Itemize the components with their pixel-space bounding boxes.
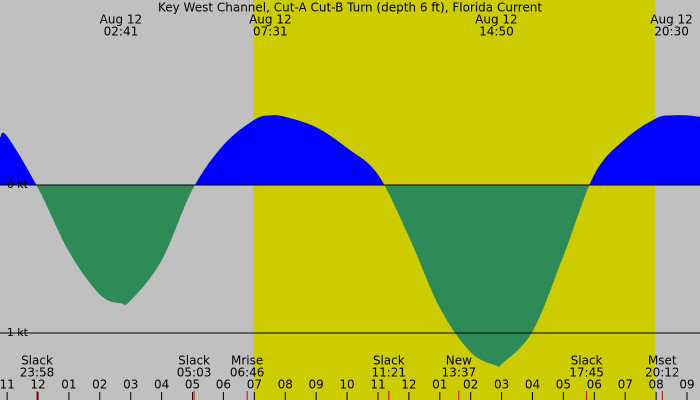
event-label: Mset	[648, 354, 677, 368]
x-tick-label: 11	[370, 378, 385, 392]
event-time: 17:45	[569, 366, 604, 380]
max-time: 14:50	[479, 25, 514, 39]
max-date: Aug 12	[650, 13, 693, 27]
x-tick-label: 12	[401, 378, 416, 392]
x-tick-label: 07	[618, 378, 633, 392]
max-time: 07:31	[253, 25, 288, 39]
x-tick-label: 03	[123, 378, 138, 392]
event-time: 13:37	[442, 366, 477, 380]
plot	[0, 115, 700, 368]
flood-area	[0, 115, 700, 185]
event-time: 05:03	[177, 366, 212, 380]
x-tick-label: 05	[185, 378, 200, 392]
event-time: 20:12	[645, 366, 680, 380]
x-tick-label: 05	[556, 378, 571, 392]
x-tick-label: 02	[92, 378, 107, 392]
x-tick-label: 04	[154, 378, 169, 392]
x-tick-label: 02	[463, 378, 478, 392]
x-tick-label: 12	[30, 378, 45, 392]
event-label: Slack	[373, 354, 405, 368]
x-tick-label: 09	[679, 378, 694, 392]
x-tick-label: 06	[587, 378, 602, 392]
event-label: Slack	[178, 354, 210, 368]
max-date: Aug 12	[475, 13, 518, 27]
x-tick-label: 11	[0, 378, 15, 392]
event-time: 23:58	[20, 366, 55, 380]
y-tick-label: -1 kt	[3, 326, 29, 339]
event-label: Mrise	[231, 354, 263, 368]
event-label: New	[446, 354, 472, 368]
chart-title: Key West Channel, Cut-A Cut-B Turn (dept…	[158, 1, 542, 15]
x-tick-label: 08	[648, 378, 663, 392]
event-time: 06:46	[230, 366, 265, 380]
x-tick-label: 01	[61, 378, 76, 392]
x-tick-label: 09	[309, 378, 324, 392]
x-tick-label: 07	[247, 378, 262, 392]
event-label: Slack	[571, 354, 603, 368]
x-tick-label: 04	[525, 378, 540, 392]
max-date: Aug 12	[100, 13, 143, 27]
x-tick-label: 08	[278, 378, 293, 392]
y-tick-label: 0 kt	[7, 178, 29, 191]
labels: 0 kt -1 kt 11 12 01 02 03 04 05 06 07 08 09 10 11 12 01 0…	[0, 13, 695, 400]
max-time: 02:41	[104, 25, 139, 39]
ebb-area	[0, 184, 700, 368]
x-tick-label: 06	[216, 378, 231, 392]
event-time: 11:21	[371, 366, 406, 380]
max-date: Aug 12	[249, 13, 292, 27]
x-tick-label: 01	[432, 378, 447, 392]
x-tick-label: 03	[494, 378, 509, 392]
x-tick-label: 10	[339, 378, 354, 392]
max-time: 20:30	[654, 25, 689, 39]
event-label: Slack	[21, 354, 53, 368]
